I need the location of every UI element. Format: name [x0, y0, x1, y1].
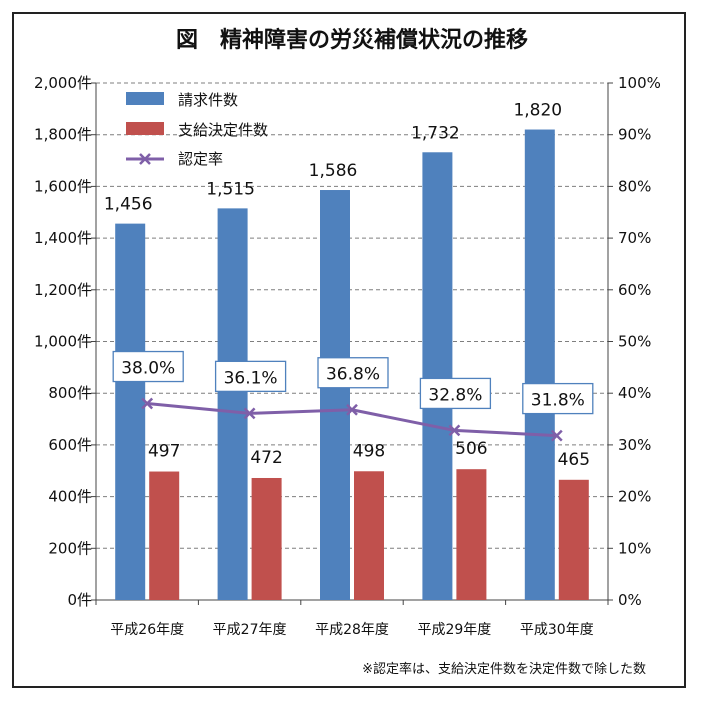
- data-label-box-rate: [419, 377, 492, 410]
- y-left-tick-label: 1,600件: [34, 177, 92, 195]
- data-label-requests: 1,456: [104, 195, 153, 215]
- data-label-rate: 36.8%: [326, 365, 380, 385]
- marker-approval-rate: [550, 429, 563, 442]
- bar-requests: [524, 129, 555, 600]
- y-left-tick-label: 2,000件: [34, 74, 92, 92]
- y-left-tick-label: 200件: [48, 539, 92, 557]
- y-right-tick-label: 70%: [618, 229, 651, 247]
- legend-marker-rate: [139, 153, 151, 165]
- bar-requests: [320, 190, 350, 601]
- marker-approval-rate: [141, 397, 154, 410]
- legend-label-requests: 請求件数: [178, 91, 238, 109]
- bar-approvals: [558, 479, 589, 600]
- y-right-tick-label: 20%: [618, 488, 651, 506]
- data-label-rate: 36.1%: [224, 368, 278, 388]
- y-right-tick-label: 50%: [618, 333, 651, 351]
- data-label-approvals: 506: [455, 439, 487, 459]
- bar-approvals: [354, 471, 384, 600]
- y-left-tick-label: 1,200件: [34, 281, 92, 299]
- x-category-label: 平成28年度: [315, 622, 389, 638]
- footnote: ※認定率は、支給決定件数を決定件数で除した数: [362, 662, 646, 677]
- data-label-requests: 1,820: [513, 101, 562, 121]
- y-right-tick-label: 30%: [618, 436, 651, 454]
- y-right-tick-label: 80%: [618, 177, 651, 195]
- data-label-approvals: 465: [558, 450, 590, 470]
- y-left-tick-label: 1,800件: [34, 126, 92, 144]
- bar-approvals: [251, 477, 282, 600]
- data-label-requests: 1,732: [411, 123, 460, 143]
- x-category-label: 平成27年度: [213, 622, 287, 638]
- x-category-label: 平成30年度: [520, 622, 594, 638]
- marker-approval-rate: [243, 407, 256, 420]
- data-label-box-rate: [317, 357, 389, 389]
- y-left-tick-label: 800件: [48, 384, 92, 402]
- data-label-approvals: 498: [353, 441, 385, 461]
- chart-title: 図 精神障害の労災補償状況の推移: [175, 28, 528, 53]
- y-left-tick-label: 1,000件: [34, 333, 92, 351]
- y-right-tick-label: 90%: [618, 126, 651, 144]
- data-label-requests: 1,515: [206, 179, 255, 199]
- legend-label-approvals: 支給決定件数: [178, 121, 268, 139]
- data-label-requests: 1,586: [309, 161, 358, 181]
- bar-requests: [115, 223, 146, 600]
- bar-approvals: [456, 469, 487, 600]
- data-label-approvals: 497: [148, 442, 180, 462]
- bar-requests: [422, 152, 453, 600]
- data-label-rate: 38.0%: [121, 359, 175, 379]
- y-right-tick-label: 100%: [618, 74, 661, 92]
- data-label-rate: 31.8%: [531, 391, 585, 411]
- marker-approval-rate: [346, 403, 358, 416]
- y-right-tick-label: 60%: [618, 281, 651, 299]
- x-category-label: 平成26年度: [110, 622, 184, 638]
- y-left-tick-label: 1,400件: [34, 229, 92, 247]
- y-right-tick-label: 0%: [618, 591, 642, 609]
- data-label-box-rate: [522, 382, 594, 415]
- marker-approval-rate: [448, 424, 461, 437]
- data-label-box-rate: [214, 360, 287, 393]
- data-label-approvals: 472: [250, 448, 282, 468]
- data-label-rate: 32.8%: [428, 385, 482, 405]
- legend-swatch-requests: [126, 92, 164, 105]
- legend-swatch-approvals: [126, 122, 164, 135]
- y-left-tick-label: 600件: [48, 436, 92, 454]
- data-label-box-rate: [112, 350, 184, 383]
- y-right-tick-label: 10%: [618, 539, 651, 557]
- bar-requests: [217, 208, 248, 600]
- y-left-tick-label: 400件: [48, 488, 92, 506]
- y-left-tick-label: 0件: [67, 591, 92, 609]
- bar-approvals: [149, 471, 180, 600]
- y-right-tick-label: 40%: [618, 384, 651, 402]
- x-category-label: 平成29年度: [417, 622, 491, 638]
- legend-label-rate: 認定率: [178, 150, 223, 168]
